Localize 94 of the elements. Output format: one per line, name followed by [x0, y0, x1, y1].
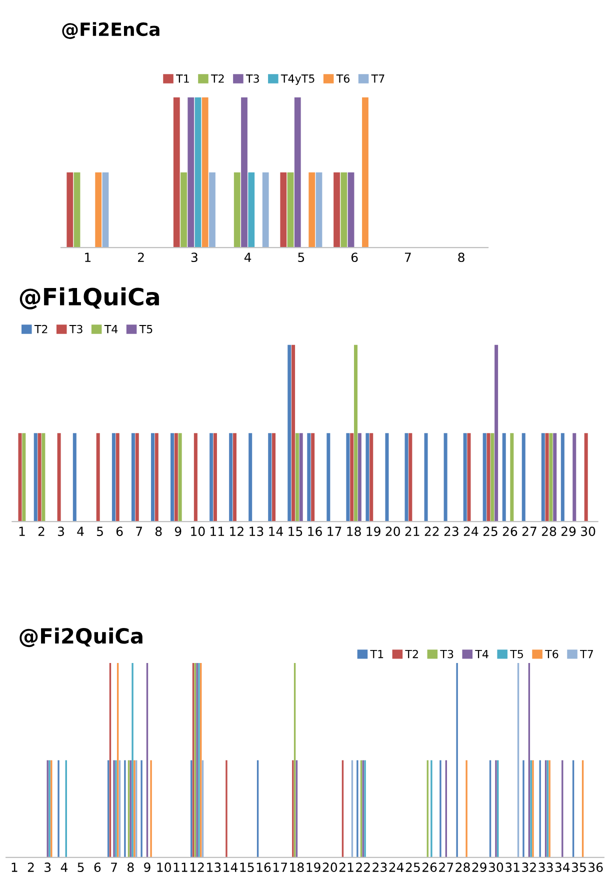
x-tick-label: 7: [404, 252, 411, 262]
x-tick-label: 29: [561, 526, 576, 536]
x-tick-label: 10: [191, 526, 205, 536]
x-tick-label: 22: [424, 526, 439, 536]
x-tick-label: 28: [542, 526, 556, 536]
x-tick-label: 13: [207, 862, 221, 872]
x-tick-label: 6: [116, 526, 123, 536]
x-tick-label: 18: [290, 862, 304, 872]
x-tick-label: 17: [328, 526, 342, 536]
legend-label: T3: [246, 74, 259, 83]
x-tick-label: 14: [269, 526, 283, 536]
legend-label: T6: [336, 74, 350, 83]
x-tick-label: 30: [581, 526, 596, 536]
x-tick-label: 14: [224, 862, 238, 872]
x-tick-label: 5: [298, 252, 304, 262]
x-tick-label: 6: [351, 252, 358, 262]
legend-label: T2: [210, 74, 224, 83]
x-tick-label: 22: [356, 862, 370, 872]
x-tick-label: 1: [12, 862, 18, 872]
x-tick-label: 13: [250, 526, 264, 536]
legend-label: T7: [371, 74, 384, 83]
x-tick-label: 3: [191, 252, 198, 262]
x-tick-label: 10: [157, 862, 171, 872]
x-tick-label: 15: [240, 862, 254, 872]
legend-label: T4: [475, 650, 488, 658]
x-tick-label: 25: [483, 526, 498, 536]
x-tick-label: 2: [138, 252, 144, 262]
x-tick-label: 29: [472, 862, 486, 872]
x-tick-label: 20: [322, 862, 338, 872]
x-tick-label: 30: [488, 862, 504, 872]
x-tick-label: 8: [155, 526, 162, 536]
chart-title: @Fi2QuiCa: [20, 628, 142, 648]
x-tick-label: 11: [210, 526, 224, 536]
chart-title: @Fi1QuiCa: [20, 287, 159, 310]
x-tick-label: 11: [174, 862, 188, 872]
x-tick-label: 23: [372, 862, 387, 872]
x-tick-label: 1: [19, 526, 25, 536]
x-tick-label: 36: [588, 862, 603, 872]
x-tick-label: 26: [502, 526, 518, 536]
x-tick-label: 16: [256, 862, 271, 872]
x-tick-label: 27: [439, 862, 454, 872]
legend-label: T5: [510, 650, 523, 658]
legend-label: T4yT5: [280, 74, 314, 85]
legend-label: T7: [580, 650, 593, 658]
x-tick-label: 19: [366, 526, 380, 536]
x-tick-label: 9: [174, 526, 182, 536]
x-tick-label: 24: [464, 526, 478, 536]
legend-label: T2: [34, 324, 48, 334]
legend-label: T2: [405, 650, 418, 658]
x-tick-label: 25: [406, 862, 420, 872]
x-tick-label: 5: [97, 526, 103, 536]
x-tick-label: 4: [244, 252, 252, 262]
x-tick-label: 17: [274, 862, 287, 872]
x-tick-label: 15: [288, 526, 302, 536]
x-tick-label: 2: [38, 526, 44, 536]
x-tick-label: 24: [389, 862, 404, 872]
legend-label: T5: [139, 325, 152, 334]
x-tick-label: 1: [85, 252, 91, 262]
x-tick-label: 23: [444, 526, 458, 536]
x-tick-label: 20: [386, 526, 400, 536]
x-tick-label: 31: [506, 862, 520, 872]
legend-label: T3: [69, 324, 82, 334]
legend-label: T1: [370, 650, 384, 658]
chart-title: @Fi2EnCa: [62, 22, 160, 39]
x-tick-label: 4: [77, 526, 84, 536]
x-tick-label: 8: [458, 252, 464, 262]
x-tick-label: 6: [94, 862, 101, 872]
x-tick-label: 7: [136, 526, 142, 536]
x-tick-label: 5: [78, 862, 84, 872]
x-tick-label: 27: [522, 526, 536, 536]
x-tick-label: 8: [128, 862, 134, 872]
x-tick-label: 12: [230, 526, 244, 536]
x-tick-label: 28: [456, 862, 470, 872]
x-tick-label: 4: [60, 862, 68, 872]
legend-label: T4: [104, 325, 118, 334]
x-tick-label: 16: [308, 526, 322, 536]
x-tick-label: 34: [555, 862, 570, 872]
x-tick-label: 12: [190, 862, 204, 872]
legend-label: T1: [176, 74, 189, 83]
x-tick-label: 35: [572, 862, 586, 872]
x-tick-label: 21: [405, 526, 420, 536]
x-tick-label: 7: [111, 862, 117, 872]
x-tick-label: 33: [538, 862, 553, 872]
x-tick-label: 32: [522, 862, 536, 872]
legend-label: T3: [440, 650, 454, 658]
legend-label: T6: [545, 650, 558, 658]
x-tick-label: 9: [144, 862, 150, 872]
x-tick-label: 21: [339, 862, 354, 872]
x-tick-label: 3: [44, 862, 51, 872]
x-tick-label: 2: [28, 862, 34, 872]
x-tick-label: 3: [58, 526, 64, 536]
x-tick-label: 19: [306, 862, 320, 872]
x-tick-label: 26: [422, 862, 437, 872]
x-tick-label: 18: [347, 526, 361, 536]
